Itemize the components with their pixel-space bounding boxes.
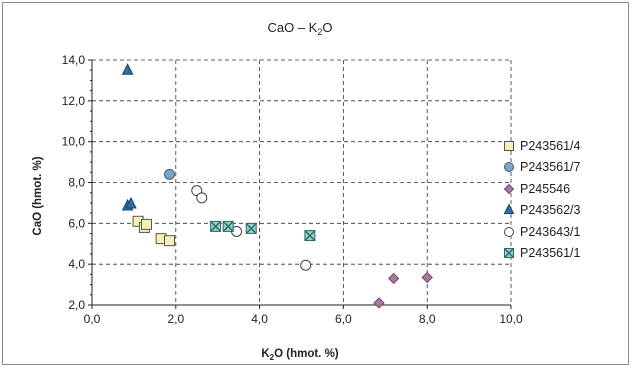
data-point-series-2 [164, 168, 176, 180]
y-tick-label: 8,0 [68, 176, 85, 190]
data-point-series-6 [304, 230, 316, 242]
x-axis-label: K2O (hmot. %) [261, 348, 338, 362]
x-tick-label: 6,0 [335, 312, 352, 326]
data-point-series-5 [196, 192, 208, 204]
legend-label: P243643/1 [520, 224, 581, 239]
legend-marker-icon [503, 204, 515, 215]
legend-marker-icon [504, 162, 514, 173]
legend-marker-icon [504, 226, 514, 237]
legend-item: P243561/7 [503, 157, 629, 179]
x-tick-label: 0,0 [84, 312, 101, 326]
tick-labels: 0,0 2,0 4,0 6,0 8,0 10,02,04,06,08,010,012,01… [62, 53, 523, 326]
legend-marker-shape [503, 204, 515, 215]
legend-label: P243561/7 [520, 160, 581, 175]
legend-marker-shape [503, 183, 515, 194]
legend-item: P243561/1 [503, 243, 629, 265]
data-point-series-6 [222, 220, 234, 232]
data-point-series-3 [387, 272, 400, 285]
data-point-series-3 [373, 297, 385, 309]
x-tick-label: 8,0 [419, 312, 436, 326]
axes [88, 59, 512, 309]
data-point-series-6 [210, 220, 222, 232]
legend-marker-shape [504, 248, 514, 259]
y-tick-label: 14,0 [62, 53, 86, 67]
data-point-series-6 [245, 222, 257, 234]
legend-label: P243561/1 [520, 246, 581, 261]
y-axis-label: CaO (hmot. %) [32, 156, 44, 235]
legend-label: P245546 [520, 181, 571, 196]
legend-label: P243562/3 [520, 203, 581, 218]
y-tick-label: 10,0 [62, 135, 86, 149]
data-point-series-4 [125, 196, 137, 209]
legend-marker-icon [504, 140, 514, 151]
legend-item: P243562/3 [503, 200, 629, 222]
legend-marker-icon [503, 183, 515, 194]
legend-item: P243643/1 [503, 221, 629, 243]
x-tick-label: 10,0 [499, 312, 523, 326]
legend: P243561/4 P243561/7 P245546 P243562/3 P24364… [503, 135, 629, 264]
data-point-series-3 [421, 271, 433, 284]
x-tick-label: 2,0 [167, 312, 184, 326]
data-point-series-1 [140, 218, 152, 230]
y-tick-label: 2,0 [68, 298, 85, 312]
legend-item: P243561/4 [503, 135, 629, 157]
legend-marker-shape [504, 226, 514, 237]
data-point-series-4 [121, 63, 134, 75]
y-tick-label: 6,0 [68, 216, 85, 230]
legend-marker-icon [504, 248, 514, 259]
chart-title: CaO – K2O [268, 20, 333, 37]
gridlines [92, 59, 512, 305]
x-tick-label: 4,0 [251, 312, 268, 326]
legend-marker-shape [504, 140, 514, 151]
y-tick-label: 4,0 [68, 257, 85, 271]
legend-marker-shape [504, 162, 514, 173]
legend-label: P243561/4 [520, 138, 581, 153]
y-tick-label: 12,0 [62, 94, 86, 108]
data-point-series-1 [164, 235, 176, 247]
legend-item: P245546 [503, 178, 629, 200]
data-point-series-5 [300, 259, 312, 271]
data-points [121, 63, 433, 309]
